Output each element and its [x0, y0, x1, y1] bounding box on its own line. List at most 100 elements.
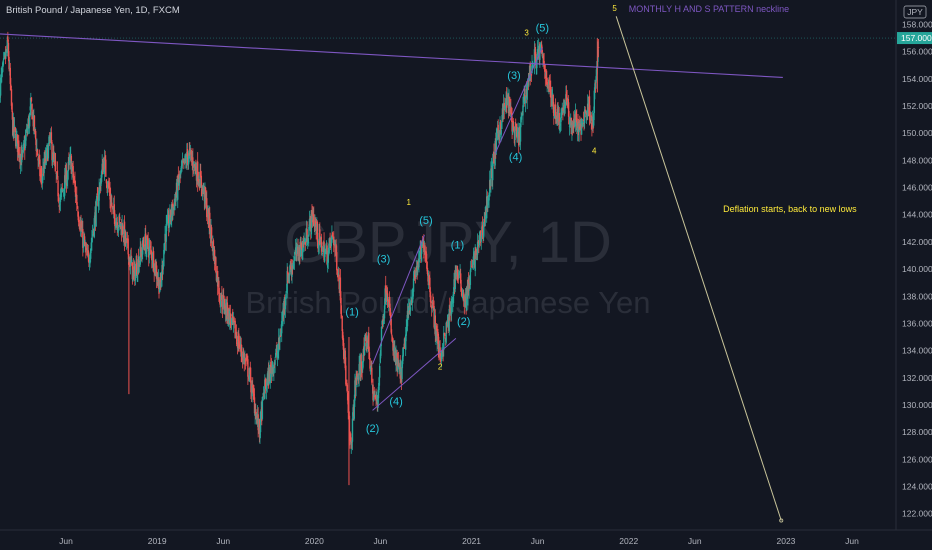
candle-body: [324, 250, 326, 251]
candle-body: [443, 332, 445, 351]
candle-body: [204, 187, 207, 199]
major-wave-label-3[interactable]: 4: [592, 147, 597, 156]
candle-667: [402, 347, 404, 361]
candle-286: [172, 206, 174, 220]
candle-466: [281, 311, 283, 343]
candle-399: [240, 337, 242, 363]
candle-983: [593, 87, 596, 121]
candle-534: [322, 245, 324, 254]
major-wave-label-4[interactable]: 5: [612, 4, 617, 13]
candle-body: [10, 89, 13, 106]
candle-468: [282, 302, 284, 327]
projection[interactable]: [615, 16, 782, 521]
candle-body: [104, 157, 106, 161]
candle-body: [296, 243, 298, 255]
candle-body: [320, 237, 322, 240]
wave-label-0[interactable]: (1): [345, 306, 358, 318]
candle-594: [358, 355, 360, 387]
wave-label-5[interactable]: (1): [451, 240, 464, 252]
candle-564: [340, 291, 342, 319]
candle-367: [221, 286, 223, 314]
wave-label-2[interactable]: (3): [377, 253, 390, 265]
candle-body: [158, 289, 161, 293]
wave-label-4[interactable]: (5): [419, 215, 432, 227]
candle-body: [501, 120, 503, 129]
candle-926: [559, 121, 561, 134]
candle-body: [329, 237, 331, 244]
deflation-annotation[interactable]: Deflation starts, back to new lows: [723, 204, 857, 214]
candle-body: [10, 84, 12, 89]
candle-body: [43, 158, 45, 174]
projection-end-marker: [779, 518, 784, 523]
candle-body: [495, 132, 498, 152]
time-tick-0: Jun: [59, 536, 73, 546]
candle-body: [345, 365, 347, 385]
major-wave-label-1[interactable]: 2: [438, 363, 443, 372]
candle-body: [166, 216, 169, 224]
candle-body: [71, 164, 74, 166]
candle-body: [459, 271, 461, 273]
candle-438: [264, 374, 266, 400]
candle-body: [398, 367, 400, 370]
candle-body: [37, 158, 39, 161]
candle-body: [331, 234, 333, 240]
wave-label-6[interactable]: (2): [457, 316, 470, 328]
candle-body: [412, 278, 415, 292]
candle-body: [526, 84, 528, 100]
candle-body: [558, 113, 560, 129]
candle-body: [282, 309, 284, 319]
candle-body: [277, 351, 279, 354]
candle-862: [520, 111, 522, 128]
candle-body: [580, 122, 583, 135]
price-tick-10: 142.000: [902, 237, 932, 247]
candle-565: [340, 305, 343, 318]
candle-159: [95, 198, 97, 227]
wave-label-8[interactable]: (4): [509, 151, 522, 163]
last-price-label: 157.000: [901, 33, 932, 43]
price-axis[interactable]: 122.000 124.000 126.000 128.000 130.000 132.0…: [895, 0, 932, 550]
candle-319: [192, 148, 194, 177]
major-wave-label-0[interactable]: 1: [406, 198, 411, 207]
candle-39: [22, 140, 25, 153]
candle-body: [264, 379, 266, 399]
major-wave-label-2[interactable]: 3: [524, 28, 529, 37]
candle-body: [372, 384, 374, 401]
wave-label-3[interactable]: (4): [389, 396, 402, 408]
wave-channel-2[interactable]: [372, 338, 457, 411]
candle-body: [372, 394, 375, 401]
neckline[interactable]: [0, 33, 783, 79]
candle-body: [273, 364, 275, 374]
candle-body: [222, 295, 224, 308]
candle-body: [141, 240, 144, 255]
candle-body: [531, 62, 533, 74]
candle-body: [138, 262, 140, 273]
candle-879: [530, 71, 533, 82]
candles: [0, 31, 600, 486]
candle-body: [97, 198, 100, 207]
candle-52: [30, 97, 33, 103]
candle-647: [390, 312, 392, 335]
candle-body: [458, 274, 461, 276]
neckline-annotation[interactable]: MONTHLY H AND S PATTERN neckline: [629, 4, 789, 14]
candle-body: [442, 350, 444, 354]
wave-channel-3[interactable]: [494, 47, 543, 154]
candle-body: [25, 134, 27, 141]
symbol-title[interactable]: British Pound / Japanese Yen, 1D, FXCM: [6, 5, 180, 16]
candle-370: [222, 287, 225, 299]
time-axis[interactable]: Jun 2019 Jun 2020 Jun 2021 Jun 2022 Jun 2023 Jun: [0, 529, 932, 550]
candle-body: [336, 252, 338, 271]
candle-body: [60, 187, 63, 193]
candle-body: [180, 170, 182, 175]
price-tick-8: 138.000: [902, 291, 932, 301]
candle-body: [7, 36, 9, 42]
wave-label-7[interactable]: (3): [507, 70, 520, 82]
candle-body: [406, 310, 409, 327]
candle-67: [39, 168, 42, 183]
candle-515: [310, 209, 313, 239]
wave-label-1[interactable]: (2): [366, 423, 379, 435]
candle-183: [109, 187, 112, 213]
candle-916: [553, 101, 555, 125]
wave-label-9[interactable]: (5): [536, 22, 549, 34]
wave-channel-1[interactable]: [372, 234, 425, 365]
